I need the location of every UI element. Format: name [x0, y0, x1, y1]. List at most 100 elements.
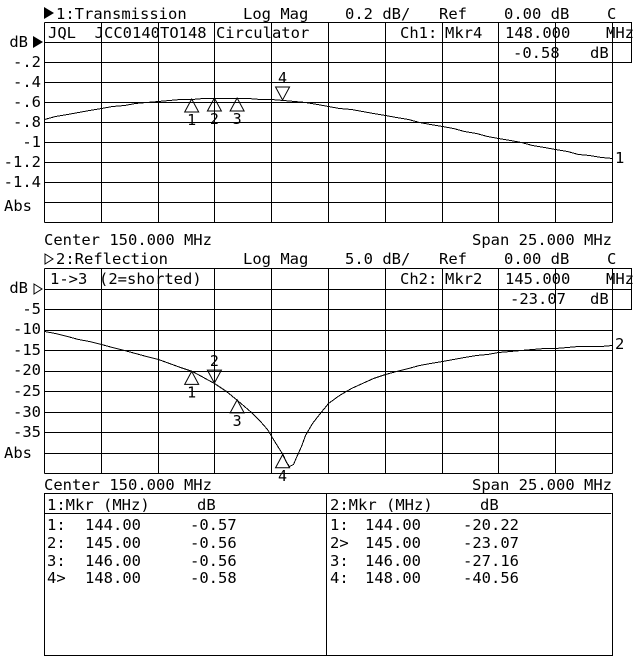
ch1-ref-arrow-icon	[33, 36, 43, 48]
marker-label: 4	[278, 467, 287, 485]
ch2-y-unit: dB	[9, 279, 28, 297]
ch1-scale: 0.2 dB/	[345, 5, 411, 23]
ch1-mkr-freq: 148.000	[505, 24, 571, 42]
marker-1	[183, 97, 200, 113]
marker-value: -23.07	[463, 534, 519, 552]
marker-number: 4:	[330, 569, 349, 587]
ch1-y-tick: -1.2	[3, 153, 41, 171]
table1-unit: dB	[197, 496, 216, 514]
ch2-inactive-arrow-icon	[44, 253, 54, 265]
table1-title: 1:Mkr (MHz)	[47, 496, 150, 514]
ch2-span-label: Span 25.000 MHz	[472, 476, 612, 494]
marker-number: 3:	[47, 552, 66, 570]
marker-frequency: 145.00	[365, 534, 421, 552]
marker-number: 2:	[47, 534, 66, 552]
ch1-ref-value: 0.00 dB	[504, 5, 570, 23]
marker-table-divider	[326, 493, 327, 655]
ch1-y-tick: -.8	[13, 113, 41, 131]
ch1-device-label: JQL JCC0140TO148 Circulator	[48, 24, 310, 42]
marker-value: -0.57	[190, 516, 237, 534]
marker-number: 2>	[330, 534, 349, 552]
ch1-active-arrow-icon	[44, 7, 54, 19]
ch2-path-label: 1->3	[50, 270, 88, 288]
ch1-abs-label: Abs	[4, 197, 32, 215]
ch2-mkr-freq: 145.000	[505, 270, 571, 288]
ch2-scale: 5.0 dB/	[345, 250, 411, 268]
ch1-y-tick: -.4	[13, 73, 41, 91]
marker-number: 1:	[330, 516, 349, 534]
ch2-y-tick: -30	[13, 403, 41, 421]
trace-2	[44, 331, 613, 468]
marker-number: 1:	[47, 516, 66, 534]
ch2-mkr-name: Mkr2	[445, 270, 483, 288]
ch2-infobox-line	[612, 268, 632, 269]
ch2-mkr-channel: Ch2:	[400, 270, 438, 288]
ch1-infobox-line	[612, 22, 632, 23]
ch2-ref-label: Ref	[439, 250, 467, 268]
marker-label: 3	[233, 412, 242, 430]
marker-frequency: 146.00	[365, 552, 421, 570]
ch2-y-tick: -5	[22, 300, 41, 318]
marker-4-active	[274, 86, 291, 102]
ch2-trace-number: 2	[615, 335, 625, 353]
marker-value: -27.16	[463, 552, 519, 570]
ch1-ref-label: Ref	[439, 5, 467, 23]
marker-4	[274, 453, 291, 469]
ch1-title: 1:Transmission	[56, 5, 187, 23]
ch1-mkr-name: Mkr4	[445, 24, 483, 42]
marker-frequency: 146.00	[85, 552, 141, 570]
ch2-y-tick: -10	[13, 320, 41, 338]
marker-value: -40.56	[463, 569, 519, 587]
ch1-infobox-line	[612, 42, 632, 43]
marker-frequency: 145.00	[85, 534, 141, 552]
marker-value: -0.56	[190, 534, 237, 552]
ch2-y-tick: -20	[13, 361, 41, 379]
marker-label: 1	[187, 383, 196, 401]
marker-number: 3:	[330, 552, 349, 570]
ch2-mkr-value: -23.07	[510, 290, 566, 308]
marker-label: 2	[210, 110, 219, 128]
ch1-mkr-value-unit: dB	[590, 44, 609, 62]
marker-number: 4>	[47, 569, 66, 587]
ch1-y-tick: -1	[22, 133, 41, 151]
marker-3	[229, 398, 245, 414]
marker-3	[229, 96, 245, 112]
marker-2-active	[206, 369, 223, 385]
table2-unit: dB	[480, 496, 499, 514]
table2-title: 2:Mkr (MHz)	[330, 496, 433, 514]
ch1-mkr-freq-unit: MHz	[606, 24, 634, 42]
ch2-infobox-line	[612, 309, 632, 310]
marker-table-box	[44, 493, 613, 656]
marker-frequency: 144.00	[85, 516, 141, 534]
ch2-infobox-line	[631, 268, 632, 310]
ch2-plot: 12 3 4	[44, 268, 613, 485]
ch1-mkr-channel: Ch1:	[400, 24, 438, 42]
ch1-y-tick: -.6	[13, 93, 41, 111]
ch2-note-label: (2=shorted)	[99, 270, 202, 288]
ch1-plot: 1 2 3 4	[44, 22, 613, 223]
marker-value: -20.22	[463, 516, 519, 534]
ch2-abs-label: Abs	[4, 444, 32, 462]
ch1-trace-number: 1	[615, 149, 625, 167]
ch1-mkr-value: -0.58	[513, 44, 560, 62]
marker-label: 4	[278, 69, 287, 87]
ch1-infobox-line	[612, 62, 632, 63]
ch2-y-tick: -35	[13, 423, 41, 441]
ch2-infobox-line	[612, 289, 632, 290]
marker-table-header-underline	[44, 513, 611, 514]
marker-2	[206, 96, 223, 112]
ch1-format: Log Mag	[243, 5, 309, 23]
marker-frequency: 148.00	[85, 569, 141, 587]
ch1-y-tick: -1.4	[3, 173, 41, 191]
ch1-span-label: Span 25.000 MHz	[472, 231, 612, 249]
ch1-center-label: Center 150.000 MHz	[44, 231, 212, 249]
marker-frequency: 148.00	[365, 569, 421, 587]
trace-1	[44, 98, 613, 159]
ch2-y-tick: -15	[13, 341, 41, 359]
ch2-title: 2:Reflection	[56, 250, 168, 268]
ch1-y-tick: -.2	[13, 53, 41, 71]
ch1-infobox-line	[631, 22, 632, 63]
ch2-ref-value: 0.00 dB	[504, 250, 570, 268]
marker-value: -0.58	[190, 569, 237, 587]
